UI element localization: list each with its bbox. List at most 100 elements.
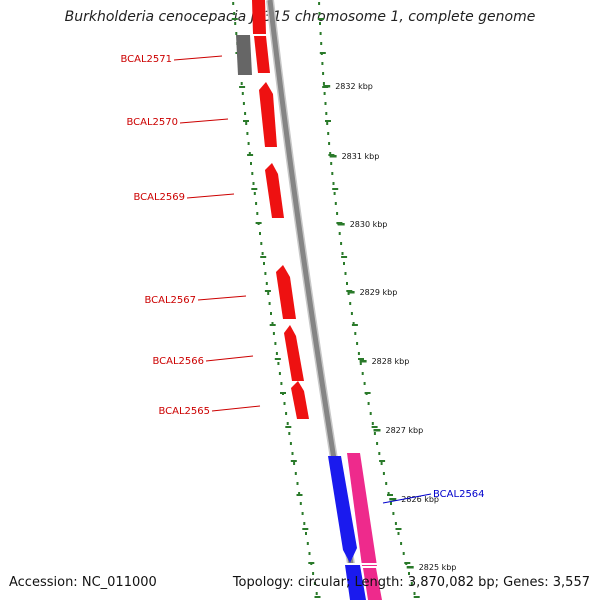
kbp-label: 2828 kbp — [372, 357, 410, 366]
gene-labels: BCAL2571 BCAL2570 BCAL2569 BCAL2567 BCAL2566… — [120, 54, 485, 504]
ruler-dot — [247, 142, 250, 145]
gene-pink-2[interactable] — [363, 568, 382, 600]
gene-bcal2572[interactable] — [252, 0, 266, 34]
ruler-dot — [354, 332, 357, 335]
gene-label[interactable]: BCAL2571 — [120, 54, 172, 65]
gene-label[interactable]: BCAL2566 — [152, 356, 204, 367]
kbp-label: 2830 kbp — [350, 220, 388, 229]
ruler-tick — [325, 120, 331, 122]
ruler-dot — [246, 132, 249, 135]
ruler-dot — [328, 142, 331, 145]
ruler-dot — [323, 92, 326, 95]
gene-bcal2569[interactable] — [265, 163, 284, 218]
ruler-dot — [322, 82, 325, 85]
gene-label[interactable]: BCAL2570 — [126, 117, 178, 128]
ruler-dot — [322, 72, 325, 75]
ruler-dot — [318, 2, 321, 5]
ruler-tick — [332, 188, 339, 190]
gene-bcal2564-blue[interactable] — [328, 456, 357, 563]
kbp-tick — [359, 360, 367, 363]
gene-bcal2566[interactable] — [284, 325, 304, 381]
ruler-tick — [314, 596, 321, 598]
ruler-dot — [330, 162, 333, 165]
gene-label[interactable]: BCAL2565 — [158, 406, 210, 417]
gene-bcal2567[interactable] — [276, 265, 296, 319]
ruler-dot — [255, 202, 258, 205]
label-leader — [205, 355, 254, 362]
ruler-dot — [250, 162, 252, 165]
gene-bcal2571[interactable] — [254, 36, 270, 73]
ruler-dot — [321, 62, 324, 65]
ruler-dot — [385, 482, 388, 485]
ruler-dot — [252, 182, 255, 185]
ruler-tick — [255, 222, 262, 224]
accession-value: NC_011000 — [81, 575, 157, 590]
label-leader — [382, 493, 432, 504]
ruler-dot — [319, 32, 322, 35]
ruler-dot — [380, 462, 383, 465]
ruler-dot — [253, 192, 256, 195]
gene-label[interactable]: BCAL2569 — [133, 192, 185, 203]
ruler-dot — [402, 552, 405, 555]
ruler-dot — [259, 232, 261, 235]
gene-label[interactable]: BCAL2564 — [433, 489, 485, 500]
ruler-dot — [334, 202, 337, 205]
ruler-tick — [280, 392, 286, 394]
ruler-tick — [351, 324, 358, 326]
ruler-tick — [308, 562, 315, 564]
feature-gray[interactable] — [236, 35, 252, 75]
ruler-dot — [390, 502, 392, 505]
ruler-tick — [379, 460, 386, 462]
ruler-dot — [352, 322, 355, 325]
ruler-dot — [392, 512, 395, 515]
ruler-dot — [382, 472, 385, 475]
ruler-dot — [387, 492, 390, 495]
ruler-tick — [317, 18, 324, 20]
ruler-tick — [251, 188, 258, 190]
gene-bcal2570[interactable] — [259, 82, 277, 147]
ruler-dot — [244, 112, 247, 115]
ruler-dot — [413, 592, 416, 595]
ruler-dot — [397, 532, 400, 535]
ruler-dot — [278, 372, 281, 375]
ruler-dot — [326, 122, 329, 125]
gene-label[interactable]: BCAL2567 — [144, 295, 196, 306]
ruler-tick — [247, 154, 254, 156]
ruler-tick — [231, 18, 238, 20]
ruler-dot — [301, 512, 304, 515]
ruler-tick — [358, 358, 364, 360]
length-value: 3,870,082 bp — [407, 575, 495, 590]
label-leader — [211, 405, 261, 412]
gene-blue-2[interactable] — [345, 565, 366, 600]
ruler-tick — [319, 52, 326, 54]
label-leader — [186, 193, 235, 199]
ruler-dot — [293, 462, 296, 465]
ruler-dot — [313, 582, 316, 585]
ruler-dot — [240, 82, 243, 85]
ruler-dot — [408, 572, 410, 575]
ruler-dot — [299, 502, 302, 505]
ruler-dot — [267, 292, 270, 295]
ruler-dot — [242, 102, 245, 105]
ruler-dot — [343, 262, 345, 265]
kbp-label: 2832 kbp — [335, 82, 373, 91]
ruler-dot — [285, 412, 288, 415]
genome-stats: Topology: circular; Length: 3,870,082 bp… — [232, 575, 590, 590]
map-title: Burkholderia cenocepacia J2315 chromosom… — [64, 9, 536, 25]
ruler-dot — [277, 362, 280, 365]
gene-bcal2565[interactable] — [291, 381, 309, 419]
ruler-dot — [331, 172, 334, 175]
ruler-dot — [268, 302, 271, 305]
gene-bcal2564-pink[interactable] — [347, 453, 377, 566]
ruler-dot — [308, 552, 311, 555]
ruler-dot — [349, 302, 352, 305]
ruler-dot — [280, 382, 283, 385]
ruler-dot — [274, 342, 277, 345]
ruler-dot — [400, 542, 403, 545]
ruler-tick — [290, 460, 297, 462]
ruler-dot — [320, 42, 323, 45]
accession-info: Accession: NC_011000 — [9, 575, 157, 590]
ruler-dot — [371, 422, 374, 425]
ruler-dot — [256, 212, 259, 215]
